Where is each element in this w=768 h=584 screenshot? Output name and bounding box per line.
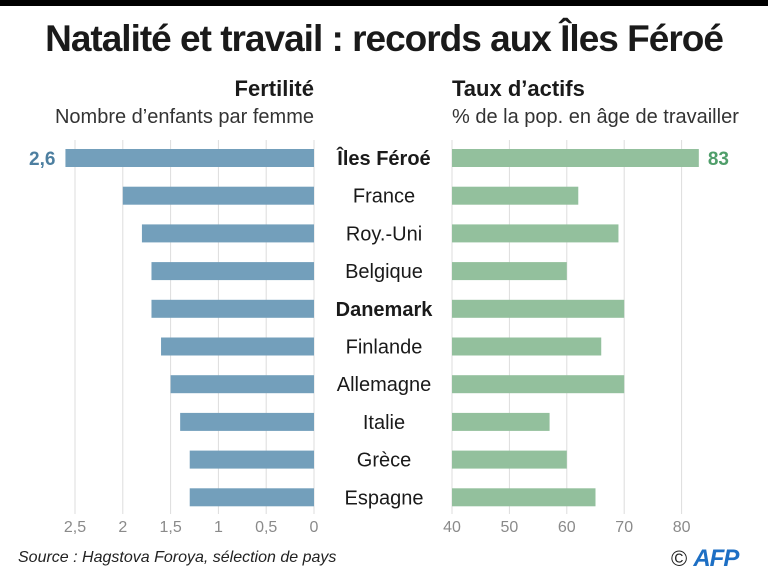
- activity-bar: [452, 375, 625, 394]
- fertility-bar: [161, 337, 314, 356]
- activity-tick-label: 50: [501, 519, 519, 536]
- category-label: Îles Féroé: [336, 146, 430, 170]
- activity-tick-label: 60: [558, 519, 576, 536]
- activity-bar: [452, 337, 602, 356]
- category-label: Finlande: [346, 337, 423, 359]
- fertility-bar: [122, 186, 314, 205]
- afp-logo: © AFP: [671, 545, 739, 573]
- activity-bar: [452, 262, 567, 281]
- category-label: Allemagne: [337, 374, 432, 396]
- activity-title: Taux d’actifs: [452, 76, 585, 101]
- fertility-tick-label: 2: [118, 519, 127, 536]
- category-label: Roy.-Uni: [346, 223, 422, 245]
- fertility-data-label: 2,6: [29, 149, 55, 170]
- activity-bar: [452, 450, 567, 469]
- activity-bar: [452, 412, 550, 431]
- fertility-bar: [170, 375, 314, 394]
- fertility-tick-label: 1,5: [159, 519, 181, 536]
- category-label: Danemark: [336, 299, 434, 321]
- fertility-title: Fertilité: [234, 76, 314, 101]
- activity-bar: [452, 299, 625, 318]
- fertility-tick-label: 1: [214, 519, 223, 536]
- category-label: Italie: [363, 412, 405, 434]
- category-label: France: [353, 186, 415, 208]
- fertility-bar: [151, 262, 314, 281]
- activity-bar: [452, 149, 699, 167]
- activity-bar: [452, 224, 619, 243]
- fertility-bar: [151, 299, 314, 318]
- chart-title: Natalité et travail : records aux Îles F…: [45, 18, 724, 59]
- activity-bar: [452, 488, 596, 507]
- fertility-subtitle: Nombre d’enfants par femme: [54, 106, 314, 128]
- category-label: Belgique: [345, 261, 423, 283]
- activity-tick-label: 40: [443, 519, 461, 536]
- top-bar: [0, 0, 768, 6]
- activity-data-label: 83: [708, 149, 729, 170]
- fertility-bar: [189, 488, 314, 507]
- activity-tick-label: 80: [673, 519, 691, 536]
- category-label: Espagne: [345, 487, 424, 509]
- source-note: Source : Hagstova Foroya, sélection de p…: [18, 549, 337, 566]
- fertility-tick-label: 0: [310, 519, 319, 536]
- fertility-tick-label: 2,5: [64, 519, 86, 536]
- fertility-bar: [141, 224, 314, 243]
- fertility-bar: [65, 149, 314, 167]
- category-label: Grèce: [357, 450, 411, 472]
- activity-tick-label: 70: [615, 519, 633, 536]
- activity-bar: [452, 186, 579, 205]
- fertility-bar: [189, 450, 314, 469]
- copyright-symbol: ©: [671, 546, 688, 571]
- afp-logo-text: AFP: [693, 545, 739, 572]
- fertility-bar: [180, 412, 314, 431]
- activity-subtitle: % de la pop. en âge de travailler: [452, 106, 739, 128]
- fertility-tick-label: 0,5: [255, 519, 277, 536]
